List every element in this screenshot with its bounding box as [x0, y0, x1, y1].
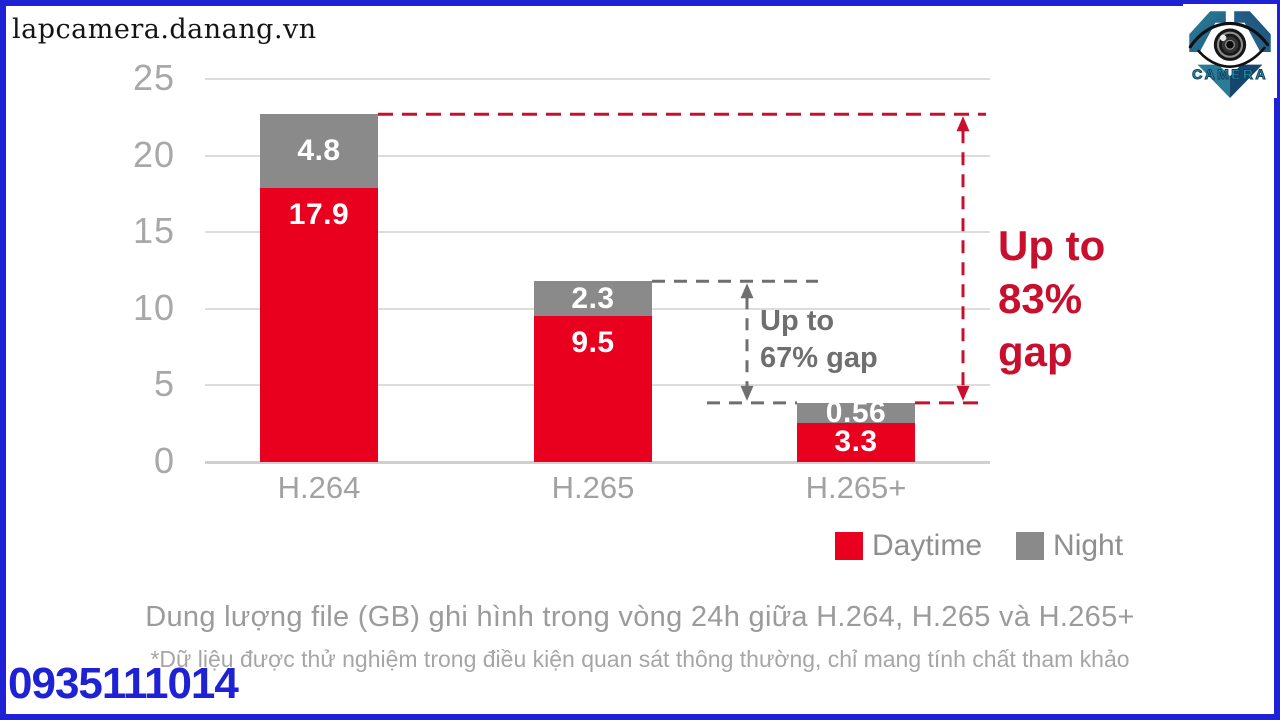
lens-ring [1216, 31, 1244, 58]
arrowhead-icon [740, 283, 754, 299]
lens-aperture [1225, 39, 1235, 50]
eye-upper-lid [1188, 21, 1270, 49]
arrowhead-icon [956, 385, 970, 401]
y-axis-tick-20: 20 [132, 133, 175, 175]
daytime-value-label: 9.5 [571, 326, 615, 360]
daytime-value-label: 3.3 [834, 425, 878, 459]
gap-83-label: Up to 83% gap [998, 219, 1105, 378]
bar-daytime-H.264: 17.9 [260, 187, 378, 462]
y-axis-tick-10: 10 [132, 286, 175, 328]
chart-legend: Daytime Night [835, 529, 1123, 563]
gridline-0 [205, 460, 990, 464]
chevron-down-right [1230, 64, 1263, 98]
legend-swatch-night [1016, 532, 1045, 560]
bar-night-H.264: 4.8 [260, 114, 378, 188]
y-axis-tick-25: 25 [132, 57, 175, 98]
bar-night-H.265+: 0.56 [797, 396, 915, 429]
gap-83-line2: 83% [998, 275, 1083, 322]
gridline-25 [205, 78, 990, 80]
legend-item-daytime: Daytime [835, 529, 982, 563]
lens-highlight [1220, 34, 1227, 42]
night-value-label: 4.8 [297, 134, 341, 167]
x-axis-label-H.264: H.264 [277, 470, 361, 505]
gap-83-line3: gap [998, 328, 1073, 375]
gridline-20 [205, 154, 990, 157]
bar-daytime-H.265+: 3.3 [797, 422, 915, 462]
gap-67-label: Up to 67% gap [760, 303, 878, 377]
chart-footnote: *Dữ liệu được thử nghiệm trong điều kiện… [150, 646, 1130, 672]
x-axis-label-H.265+: H.265+ [805, 470, 907, 505]
gridline-15 [205, 231, 990, 234]
y-axis-tick-15: 15 [132, 210, 175, 252]
logo-label: CAMERA [1192, 66, 1268, 82]
chart-title: Dung lượng file (GB) ghi hình trong vòng… [145, 601, 1135, 633]
camera-logo-graphic: CAMERA [1188, 11, 1271, 98]
legend-label-daytime: Daytime [872, 529, 983, 562]
legend-label-night: Night [1053, 529, 1124, 562]
gap-83-line1: Up to [998, 222, 1106, 269]
watermark-url: lapcamera.danang.vn [12, 14, 317, 45]
phone-number: 0935111014 [8, 659, 239, 708]
night-value-label: 2.3 [571, 281, 615, 315]
bar-daytime-H.265: 9.5 [534, 316, 652, 462]
camera-logo: CAMERA [1183, 4, 1277, 98]
gap-67-line1: Up to [760, 305, 835, 337]
y-axis-tick-5: 5 [153, 363, 175, 405]
gap-67-line2: 67% gap [760, 342, 878, 374]
legend-item-night: Night [1016, 529, 1123, 563]
y-axis-tick-0: 0 [153, 440, 175, 481]
eye-lower-lid [1197, 46, 1266, 68]
arrowhead-icon [740, 385, 754, 401]
x-axis-label-H.265: H.265 [551, 470, 635, 505]
chevron-down-left [1197, 64, 1230, 98]
daytime-value-label: 17.9 [288, 197, 350, 231]
arrowhead-icon [956, 116, 970, 132]
legend-swatch-daytime [835, 532, 863, 560]
bar-night-H.265: 2.3 [534, 281, 652, 317]
